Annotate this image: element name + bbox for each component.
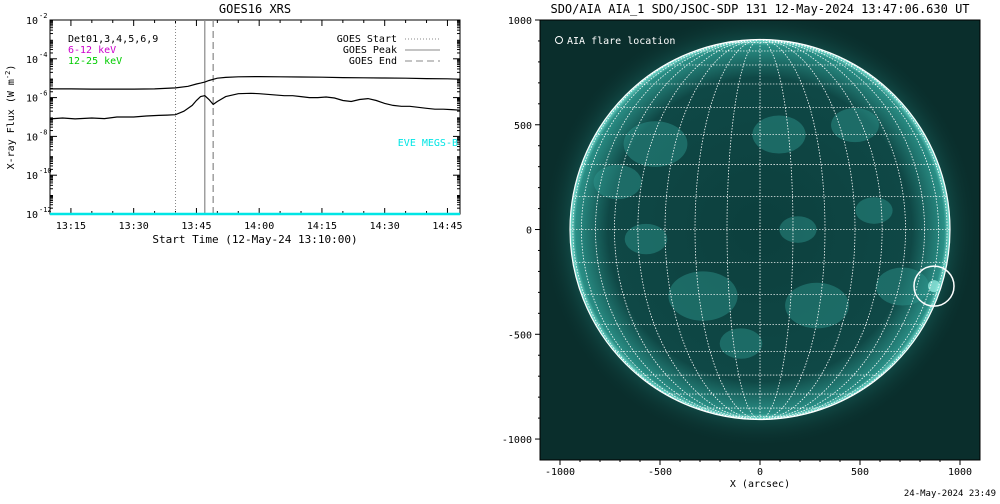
aia-y-tick-label: 1000 [508, 16, 532, 27]
aia-title: SDO/AIA AIA_1 SDO/JSOC-SDP 131 12-May-20… [550, 2, 969, 16]
active-region-glow [668, 271, 738, 321]
legend-peak-label: GOES Peak [343, 45, 397, 56]
goes-y-tick-exponent: -10 [39, 167, 52, 175]
flare-location-marker [913, 265, 955, 307]
goes-y-tick-label: 10 [26, 171, 38, 182]
aia-y-tick-label: -1000 [502, 435, 532, 446]
aia-y-tick-label: 0 [526, 226, 532, 237]
goes-x-tick-label: 13:45 [181, 221, 211, 232]
flare-legend-label: AIA flare location [567, 36, 675, 47]
goes-y-tick-exponent: -12 [39, 206, 52, 214]
longitude-line [664, 39, 761, 420]
aia-x-axis-label: X (arcsec) [730, 479, 790, 490]
longitude-line [759, 39, 794, 420]
aia-y-axis: 1000 500 0 -500 -1000 [502, 16, 540, 446]
heliographic-grid [570, 39, 950, 420]
goes-x-axis-label: Start Time (12-May-24 13:10:00) [152, 233, 357, 246]
longitude-line [759, 39, 939, 420]
goes-event-lines [175, 20, 214, 214]
goes-y-axis-label: X-ray Flux (W m-2) [4, 65, 17, 170]
goes-x-tick-label: 14:45 [432, 221, 462, 232]
longitude-line [581, 39, 761, 420]
goes-flux-series [49, 75, 461, 216]
longitude-line [759, 39, 906, 420]
footer-timestamp: 24-May-2024 23:49 [904, 489, 996, 499]
active-region-glow [831, 107, 879, 143]
goes-x-tick-label: 14:30 [370, 221, 400, 232]
active-region-glow [855, 197, 893, 224]
solar-limb [569, 38, 951, 421]
solar-active-regions [593, 107, 940, 359]
goes-event-legend: GOES Start GOES Peak GOES End [337, 34, 440, 67]
goes-series-1-8-a [50, 75, 461, 90]
aia-x-tick-label: -500 [648, 467, 672, 478]
aia-image [541, 20, 979, 448]
channel-label-6-12kev: 6-12 keV [68, 45, 116, 56]
aia-image-panel: SDO/AIA AIA_1 SDO/JSOC-SDP 131 12-May-20… [502, 2, 981, 490]
aia-x-tick-label: 1000 [948, 467, 972, 478]
active-region-glow [719, 328, 763, 359]
goes-y-tick-exponent: -2 [39, 12, 47, 20]
flare-bright-kernel [928, 280, 940, 293]
longitude-line [759, 39, 856, 420]
goes-plot-title: GOES16 XRS [219, 2, 291, 16]
longitude-line [759, 39, 948, 420]
longitude-line [572, 39, 761, 420]
aia-x-tick-label: 0 [757, 467, 763, 478]
goes-y-tick-exponent: -6 [39, 90, 47, 98]
aia-y-tick-label: -500 [508, 330, 532, 341]
longitude-line [614, 39, 761, 420]
goes-y-tick-label: 10 [26, 94, 38, 105]
aia-x-tick-label: -1000 [545, 467, 575, 478]
goes-x-tick-label: 13:15 [56, 221, 86, 232]
flare-legend-symbol [555, 36, 563, 44]
active-region-glow [624, 223, 668, 255]
goes-y-tick-label: 10 [26, 132, 38, 143]
goes-series-0-5-4-a [49, 92, 461, 120]
longitude-line [726, 39, 761, 420]
channel-label-12-25kev: 12-25 keV [68, 56, 122, 67]
goes-x-tick-label: 14:15 [307, 221, 337, 232]
channel-label-det: Det01,3,4,5,6,9 [68, 34, 158, 45]
active-region-glow [875, 267, 930, 306]
goes-x-tick-label: 13:30 [119, 221, 149, 232]
active-region-glow [785, 282, 849, 329]
aia-y-tick-label: 500 [514, 121, 532, 132]
active-region-glow [593, 164, 642, 200]
goes-y-tick-label: 10 [26, 210, 38, 221]
goes-x-tick-label: 14:00 [244, 221, 274, 232]
goes-y-tick-label: 10 [26, 16, 38, 27]
goes-y-tick-exponent: -8 [39, 128, 47, 136]
legend-start-label: GOES Start [337, 34, 397, 45]
goes-y-tick-exponent: -4 [39, 51, 47, 59]
goes-y-tick-label: 10 [26, 55, 38, 66]
aia-x-axis: -1000 -500 0 500 1000 [545, 460, 972, 478]
eve-megs-b-label: EVE MEGS-B [398, 138, 458, 149]
legend-end-label: GOES End [349, 56, 397, 67]
aia-x-tick-label: 500 [851, 467, 869, 478]
active-region-glow [623, 121, 688, 167]
